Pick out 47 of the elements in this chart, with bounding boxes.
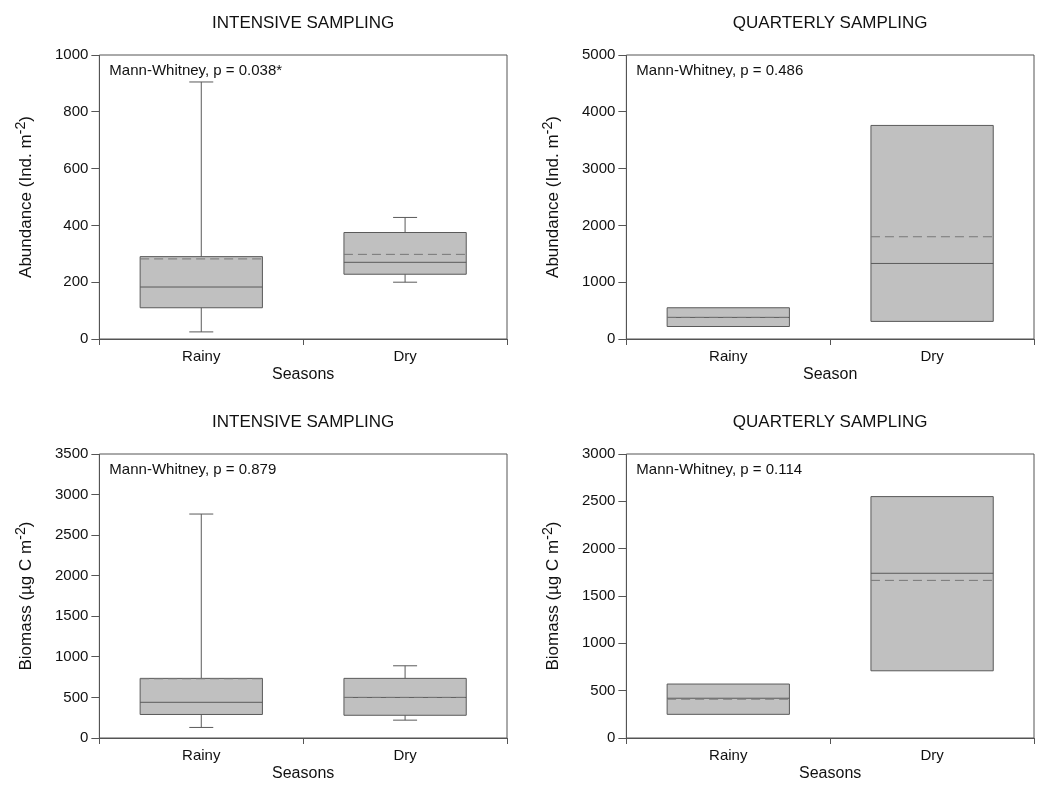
y-tick-label: 0 <box>80 728 89 746</box>
y-tick-label: 1000 <box>581 633 616 651</box>
annotation: Mann-Whitney, p = 0.038* <box>109 61 283 78</box>
y-tick-label: 4000 <box>581 101 616 119</box>
y-tick-label: 0 <box>80 329 89 347</box>
y-tick-label: 0 <box>607 728 616 746</box>
y-tick-label: 1000 <box>581 272 616 290</box>
y-tick-label: 3500 <box>54 444 89 462</box>
x-tick-label: Rainy <box>709 347 748 365</box>
y-tick-label: 1000 <box>54 45 89 63</box>
y-tick-label: 1500 <box>581 586 616 604</box>
x-tick-label: Dry <box>393 746 418 764</box>
y-tick-label: 2000 <box>581 538 616 556</box>
chart-title: QUARTERLY SAMPLING <box>732 412 928 432</box>
chart-title: QUARTERLY SAMPLING <box>732 13 928 33</box>
y-tick-label: 2000 <box>54 565 89 583</box>
x-axis-title: Seasons <box>272 764 335 782</box>
y-tick-label: 5000 <box>581 45 616 63</box>
x-axis-title: Seasons <box>272 365 335 383</box>
chart-title: INTENSIVE SAMPLING <box>212 412 395 432</box>
y-tick-label: 500 <box>63 687 89 705</box>
y-tick-label: 2500 <box>54 525 89 543</box>
y-tick-label: 2000 <box>581 215 616 233</box>
x-tick-label: Dry <box>920 347 945 365</box>
y-tick-label: 200 <box>63 272 89 290</box>
annotation: Mann-Whitney, p = 0.486 <box>636 61 804 78</box>
y-tick-label: 800 <box>63 101 89 119</box>
y-tick-label: 500 <box>590 680 616 698</box>
y-tick-label: 3000 <box>54 484 89 502</box>
x-tick-label: Dry <box>393 347 418 365</box>
y-tick-label: 0 <box>607 329 616 347</box>
x-tick-label: Rainy <box>182 746 221 764</box>
y-tick-label: 3000 <box>581 444 616 462</box>
annotation: Mann-Whitney, p = 0.879 <box>109 460 277 477</box>
y-tick-label: 3000 <box>581 158 616 176</box>
x-axis-title: Season <box>803 365 858 383</box>
y-tick-label: 600 <box>63 158 89 176</box>
x-axis-title: Seasons <box>799 764 862 782</box>
y-tick-label: 2500 <box>581 491 616 509</box>
chart-title: INTENSIVE SAMPLING <box>212 13 395 33</box>
y-tick-label: 1500 <box>54 606 89 624</box>
y-tick-label: 1000 <box>54 647 89 664</box>
y-tick-label: 400 <box>63 215 89 233</box>
annotation: Mann-Whitney, p = 0.114 <box>636 460 803 477</box>
x-tick-label: Rainy <box>182 347 221 365</box>
x-tick-label: Rainy <box>709 746 748 764</box>
x-tick-label: Dry <box>920 746 945 764</box>
